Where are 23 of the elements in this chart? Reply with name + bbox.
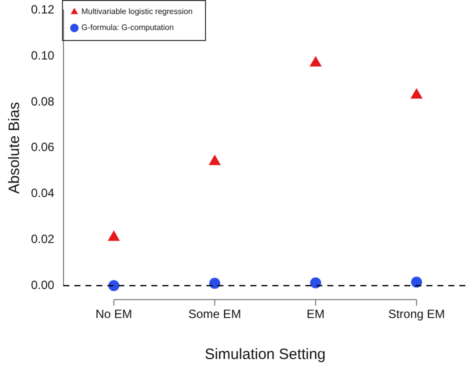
point [310, 277, 322, 288]
y-tick-label: 0.08 [30, 94, 55, 108]
x-tick-label: Strong EM [388, 307, 445, 322]
y-axis-title: Absolute Bias [6, 102, 24, 194]
point [108, 280, 120, 292]
point [108, 230, 120, 241]
legend-label: G-formula: G-computation [81, 23, 174, 32]
y-tick-label: 0.12 [30, 2, 55, 17]
point [208, 154, 221, 166]
x-tick-label: EM [306, 307, 325, 322]
y-tick-label: 0.06 [30, 140, 55, 154]
x-tick-label: No EM [95, 307, 132, 322]
x-tick-label: Some EM [188, 307, 242, 322]
point [411, 276, 422, 288]
x-axis-title: Simulation Setting [204, 346, 326, 364]
point [410, 88, 423, 99]
y-tick-label: 0.10 [30, 48, 55, 62]
point [209, 278, 220, 289]
legend-label: Multivariable logistic regression [81, 7, 193, 16]
y-tick-label: 0.04 [30, 186, 55, 200]
y-tick-label: 0.02 [30, 232, 55, 246]
point [310, 56, 322, 66]
y-tick-label: 0.00 [30, 278, 55, 292]
